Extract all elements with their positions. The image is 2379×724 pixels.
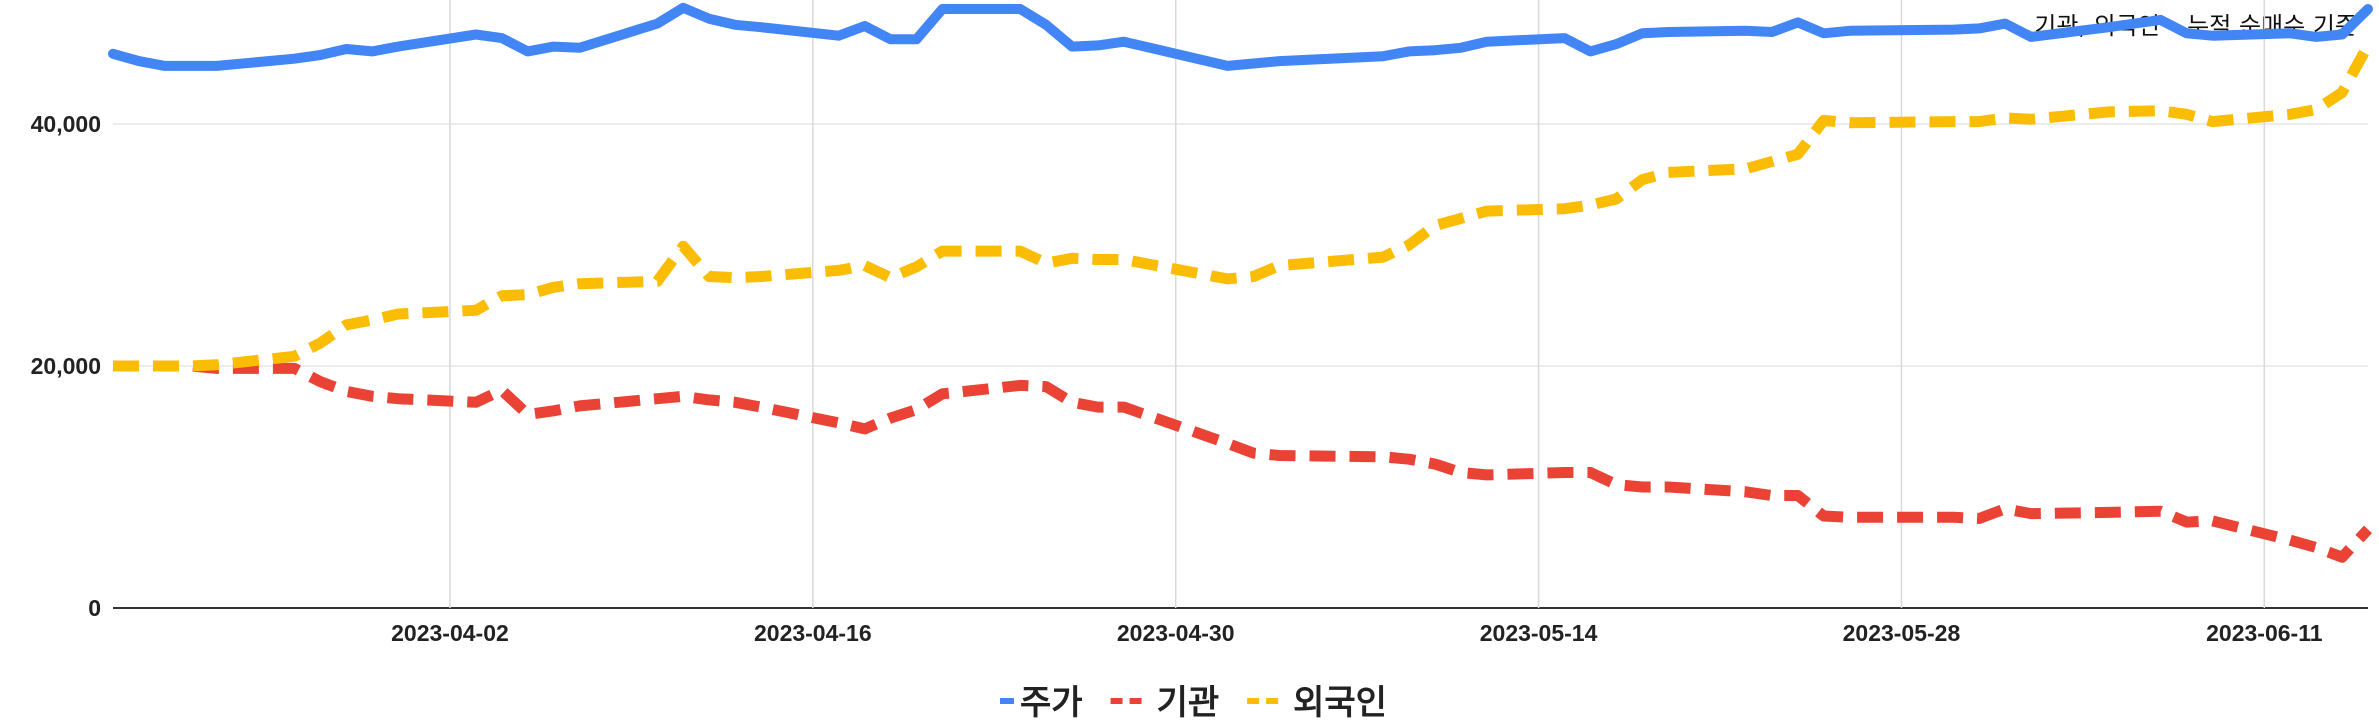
y-tick-label: 0 bbox=[88, 595, 101, 621]
y-tick-label: 40,000 bbox=[31, 111, 101, 137]
x-tick-label: 2023-05-14 bbox=[1480, 620, 1598, 646]
legend-item-1[interactable]: 주가 bbox=[1000, 683, 1083, 723]
legend-item-2[interactable]: 기관 bbox=[1110, 683, 1220, 723]
x-tick-label: 2023-04-16 bbox=[754, 620, 872, 646]
legend-item-3[interactable]: 외국인 bbox=[1247, 683, 1387, 723]
series-line-3[interactable] bbox=[113, 42, 2373, 372]
legend-label: 외국인 bbox=[1293, 683, 1387, 723]
series-layer bbox=[108, 2, 2373, 563]
series-line-2[interactable] bbox=[113, 360, 2373, 563]
x-tick-label: 2023-05-28 bbox=[1843, 620, 1961, 646]
legend-label: 주가 bbox=[1020, 683, 1083, 723]
legend[interactable]: 주가 기관 외국인 bbox=[1000, 683, 1387, 723]
legend-label: 기관 bbox=[1157, 683, 1220, 723]
x-tick-label: 2023-04-02 bbox=[391, 620, 509, 646]
axis-layer: 0 20,000 40,000 2023-04-02 2023-04-16 2023-04… bbox=[31, 111, 2323, 646]
series-line-1[interactable] bbox=[108, 2, 2373, 71]
x-tick-label: 2023-06-11 bbox=[2206, 620, 2323, 646]
y-tick-label: 20,000 bbox=[31, 353, 101, 379]
x-tick-label: 2023-04-30 bbox=[1117, 620, 1235, 646]
